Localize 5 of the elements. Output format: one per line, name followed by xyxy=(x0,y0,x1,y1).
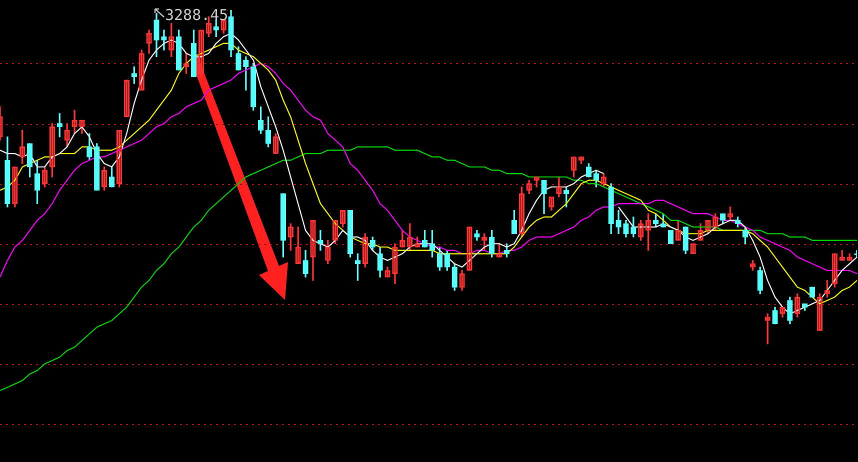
candlestick xyxy=(243,56,249,90)
candlestick xyxy=(161,30,167,50)
candlestick xyxy=(318,230,324,251)
annotation: 3288.45 xyxy=(165,6,228,24)
candlestick xyxy=(466,226,472,271)
